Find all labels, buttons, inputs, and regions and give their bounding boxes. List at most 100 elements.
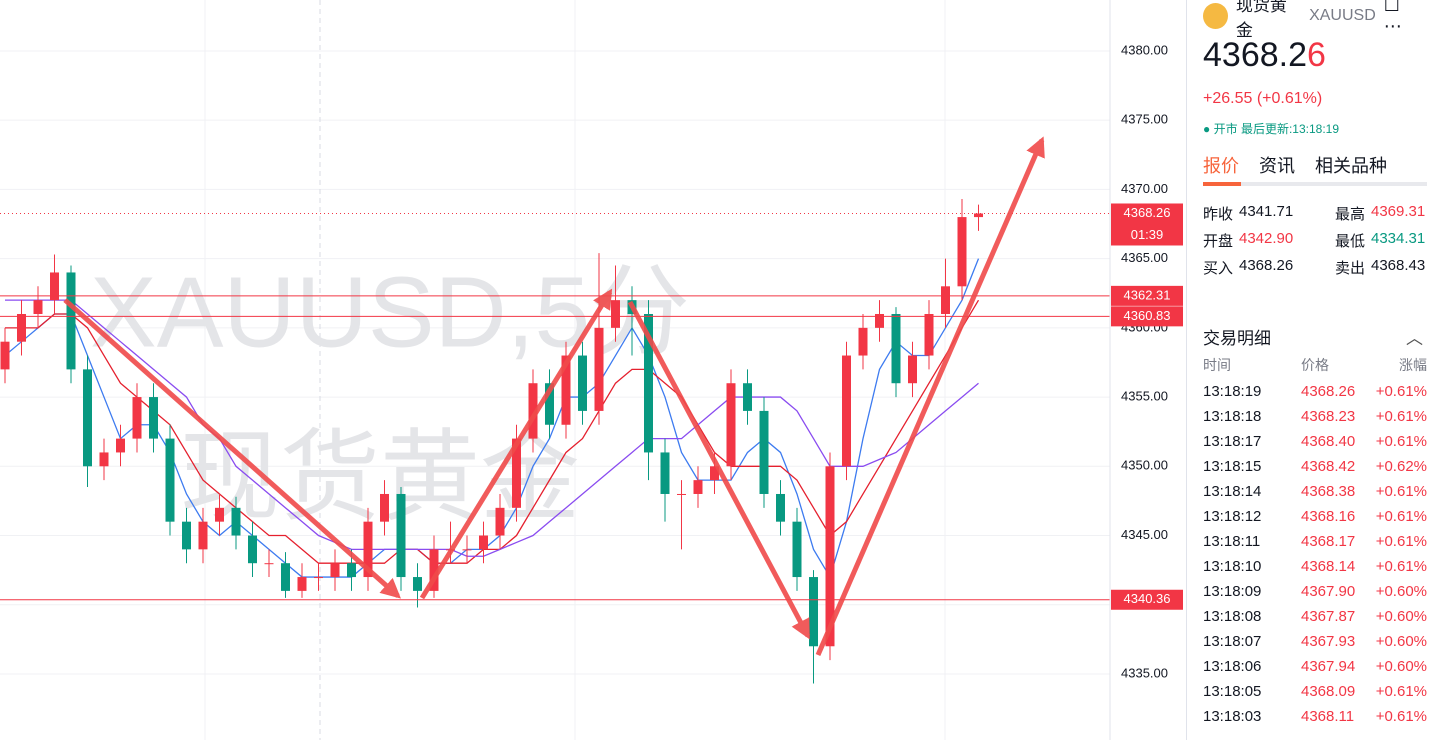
candle-body <box>545 383 554 425</box>
price-tag-label: 4362.31 <box>1124 287 1171 302</box>
candle-body <box>314 577 323 579</box>
candle-body <box>182 521 191 550</box>
y-tick-label: 4345.00 <box>1121 527 1168 542</box>
candle-body <box>578 355 587 411</box>
header: 现货黄金 XAUUSD ☐ ⋯ <box>1203 0 1427 40</box>
trade-cell: 4368.14 <box>1301 558 1356 575</box>
trade-cell: 4368.42 <box>1301 458 1356 475</box>
candle-body <box>479 535 488 550</box>
price: 4368.26 <box>1203 36 1326 74</box>
candle-body <box>809 577 818 647</box>
price-tag <box>1111 589 1183 610</box>
chart: XAUUSD,5分 现货黄金 4335.004340.004345.004350… <box>0 0 1183 740</box>
trade-cell: +0.60% <box>1375 633 1427 650</box>
stat-value: 4334.31 <box>1371 230 1426 247</box>
candle-body <box>50 272 59 301</box>
trade-cell: 13:18:06 <box>1203 658 1262 675</box>
candle-body <box>380 493 389 522</box>
candle-body <box>891 313 901 384</box>
trade-cell: +0.61% <box>1375 683 1427 700</box>
candle-body <box>231 507 241 536</box>
candle-body <box>677 493 686 495</box>
candle-body <box>792 521 802 578</box>
status-line: ● 开市 最后更新:13:18:19 <box>1203 122 1339 136</box>
status: 开市 <box>1213 122 1238 136</box>
candle-body <box>726 383 736 467</box>
candle-body <box>215 507 224 522</box>
trade-cell: 4368.11 <box>1301 708 1355 725</box>
last-price-label: 4368.26 <box>1124 205 1171 220</box>
trade-cell: 13:18:15 <box>1203 458 1262 475</box>
candle-body <box>759 410 769 494</box>
trade-cell: 13:18:10 <box>1203 558 1262 575</box>
trade-cell: +0.61% <box>1375 408 1427 425</box>
trade-cell: 13:18:07 <box>1203 633 1262 650</box>
candle-body <box>99 452 109 467</box>
candle-body <box>710 466 719 481</box>
candle-body <box>528 383 538 439</box>
stat-value: 4368.26 <box>1239 257 1294 274</box>
header-cell: 时间 <box>1203 357 1231 373</box>
trade-cell: 13:18:14 <box>1203 483 1262 500</box>
candle-body <box>858 327 868 356</box>
tab-indicator <box>1203 182 1241 186</box>
tab[interactable]: 资讯 <box>1259 156 1295 176</box>
candle-body <box>132 397 142 439</box>
candle-body <box>413 577 422 591</box>
candle-body <box>248 535 257 564</box>
y-tick-label: 4355.00 <box>1121 389 1168 404</box>
y-tick-label: 4365.00 <box>1121 250 1168 265</box>
candle-body <box>396 493 406 578</box>
candle-body <box>644 313 653 453</box>
candle-body <box>116 438 125 453</box>
trades-title: 交易明细 ︿ <box>1203 324 1427 349</box>
stat-label: 开盘 <box>1203 233 1234 250</box>
candle-body <box>611 300 620 328</box>
tab[interactable]: 相关品种 <box>1315 156 1387 176</box>
price-tag <box>1111 306 1183 327</box>
trade-cell: +0.62% <box>1375 458 1427 475</box>
arrow <box>63 298 401 599</box>
trade-cell: 4367.94 <box>1301 658 1356 675</box>
header-cell: 价格 <box>1301 357 1329 373</box>
price-tag <box>1111 285 1183 306</box>
candle-body <box>908 355 917 384</box>
trade-cell: +0.60% <box>1375 608 1427 625</box>
trade-cell: 4368.09 <box>1301 683 1356 700</box>
candle-body <box>941 286 950 314</box>
candle-body <box>924 313 934 356</box>
collapse[interactable]: ︿ <box>1406 329 1423 348</box>
watermark: XAUUSD,5分 <box>90 256 690 368</box>
candle-body <box>842 355 851 467</box>
candle-body <box>17 313 26 342</box>
trade-cell: 4368.38 <box>1301 483 1356 500</box>
symbol: XAUUSD <box>1309 7 1376 24</box>
y-tick-label: 4335.00 <box>1121 665 1168 680</box>
candle-body <box>330 563 340 578</box>
tab[interactable]: 报价 <box>1203 156 1239 176</box>
updated: 最后更新:13:18:19 <box>1240 122 1339 136</box>
more[interactable]: ☐ ⋯ <box>1383 0 1404 36</box>
candle-body <box>0 341 10 370</box>
candle-body <box>83 369 92 467</box>
y-tick-label: 4375.00 <box>1121 112 1168 127</box>
trade-cell: 4368.17 <box>1301 533 1356 550</box>
trade-cell: +0.61% <box>1375 508 1427 525</box>
candle-body <box>512 438 521 508</box>
candle-body <box>66 272 76 370</box>
trade-cell: +0.61% <box>1375 533 1427 550</box>
candle-body <box>264 563 274 565</box>
trade-cell: 13:18:12 <box>1203 508 1262 525</box>
candle-body <box>693 480 703 494</box>
stat-label: 买入 <box>1203 260 1234 277</box>
last-price-tag <box>1111 203 1183 246</box>
candle-body <box>149 397 158 439</box>
candle-body <box>776 493 785 522</box>
trade-cell: 4368.40 <box>1301 433 1356 450</box>
candle-body <box>198 521 208 550</box>
trade-cell: +0.61% <box>1375 558 1427 575</box>
stat-label: 最低 <box>1335 233 1366 250</box>
trade-cell: 13:18:19 <box>1203 383 1262 400</box>
title: 交易明细 <box>1203 329 1271 348</box>
